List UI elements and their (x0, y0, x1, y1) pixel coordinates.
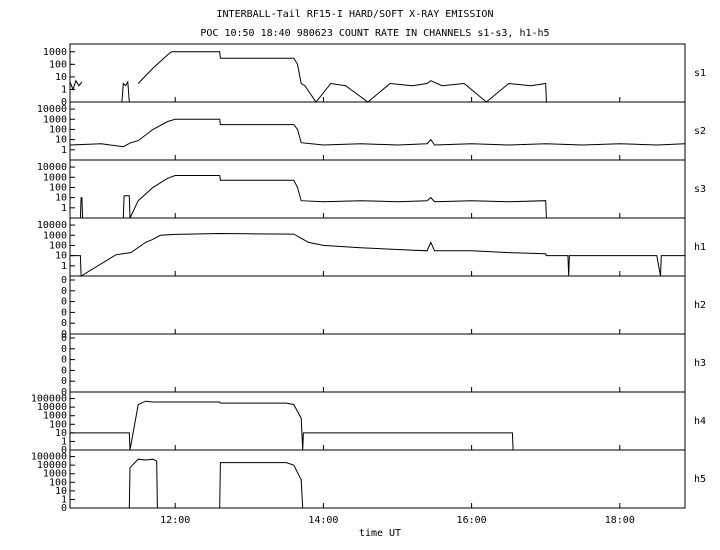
panel-frame (69, 391, 686, 451)
y-tick-label: 10 (55, 135, 67, 146)
y-tick-label: 10000 (37, 220, 67, 231)
chart-subtitle: POC 10:50 18:40 980623 COUNT RATE IN CHA… (200, 28, 549, 39)
y-tick-label: 0 (61, 344, 67, 355)
panel-label: h1 (694, 242, 706, 253)
y-tick-label: 0 (61, 387, 67, 398)
y-tick-label: 0 (61, 307, 67, 318)
data-line (70, 400, 514, 451)
y-tick-label: 100000 (31, 394, 67, 405)
y-tick-label: 10 (55, 72, 67, 83)
y-tick-label: 1000 (43, 114, 67, 125)
y-tick-label: 1000 (43, 411, 67, 422)
data-line (69, 51, 547, 103)
y-tick-label: 100 (49, 419, 67, 430)
y-tick-label: 0 (61, 445, 67, 456)
x-tick-label: 12:00 (160, 515, 190, 526)
panel-label: s2 (694, 126, 706, 137)
y-tick-label: 100000 (31, 452, 67, 463)
y-tick-label: 100 (49, 477, 67, 488)
data-line (70, 175, 547, 219)
y-tick-label: 0 (61, 355, 67, 366)
panel-label: s1 (694, 68, 706, 79)
panel-label: h5 (694, 474, 706, 485)
y-tick-label: 10000 (37, 460, 67, 471)
y-tick-label: 100 (49, 124, 67, 135)
y-tick-label: 1000 (43, 230, 67, 241)
y-tick-label: 0 (61, 329, 67, 340)
panel-label: h3 (694, 358, 706, 369)
panel-frame (69, 101, 686, 161)
y-tick-label: 10 (55, 428, 67, 439)
x-tick-label: 14:00 (308, 515, 338, 526)
y-tick-label: 1 (61, 436, 67, 447)
y-tick-label: 100 (49, 59, 67, 70)
y-tick-label: 0 (61, 318, 67, 329)
x-axis-label: time UT (359, 528, 401, 539)
x-tick-label: 16:00 (457, 515, 487, 526)
y-tick-label: 1 (61, 84, 67, 95)
panel-frame (69, 159, 686, 219)
y-tick-label: 10000 (37, 162, 67, 173)
y-tick-label: 1 (61, 494, 67, 505)
panel-frame (69, 43, 686, 103)
y-tick-label: 0 (61, 275, 67, 286)
y-tick-label: 10 (55, 486, 67, 497)
y-tick-label: 1 (61, 203, 67, 214)
y-tick-label: 0 (61, 333, 67, 344)
x-tick-label: 18:00 (605, 515, 635, 526)
data-line (69, 118, 686, 148)
panel-label: s3 (694, 184, 706, 195)
chart-title: INTERBALL-Tail RF15-I HARD/SOFT X-RAY EM… (217, 9, 494, 20)
y-tick-label: 0 (61, 503, 67, 514)
y-tick-label: 0 (61, 297, 67, 308)
y-tick-label: 0 (61, 97, 67, 108)
y-tick-label: 100 (49, 182, 67, 193)
data-line (70, 232, 685, 277)
data-line (128, 458, 304, 509)
y-tick-label: 0 (61, 365, 67, 376)
y-tick-label: 1000 (43, 47, 67, 58)
y-tick-label: 100 (49, 240, 67, 251)
y-tick-label: 0 (61, 286, 67, 297)
panel-frame (69, 217, 686, 277)
y-tick-label: 1 (61, 261, 67, 272)
y-tick-label: 10 (55, 251, 67, 262)
panel-frame (69, 275, 686, 335)
y-tick-label: 0 (61, 376, 67, 387)
panel-frame (69, 449, 686, 509)
y-tick-label: 1000 (43, 469, 67, 480)
y-tick-label: 10 (55, 193, 67, 204)
panel-frame (69, 333, 686, 393)
y-tick-label: 10000 (37, 104, 67, 115)
y-tick-label: 10000 (37, 402, 67, 413)
y-tick-label: 1 (61, 145, 67, 156)
panel-label: h2 (694, 300, 706, 311)
panel-label: h4 (694, 416, 706, 427)
y-tick-label: 1000 (43, 172, 67, 183)
